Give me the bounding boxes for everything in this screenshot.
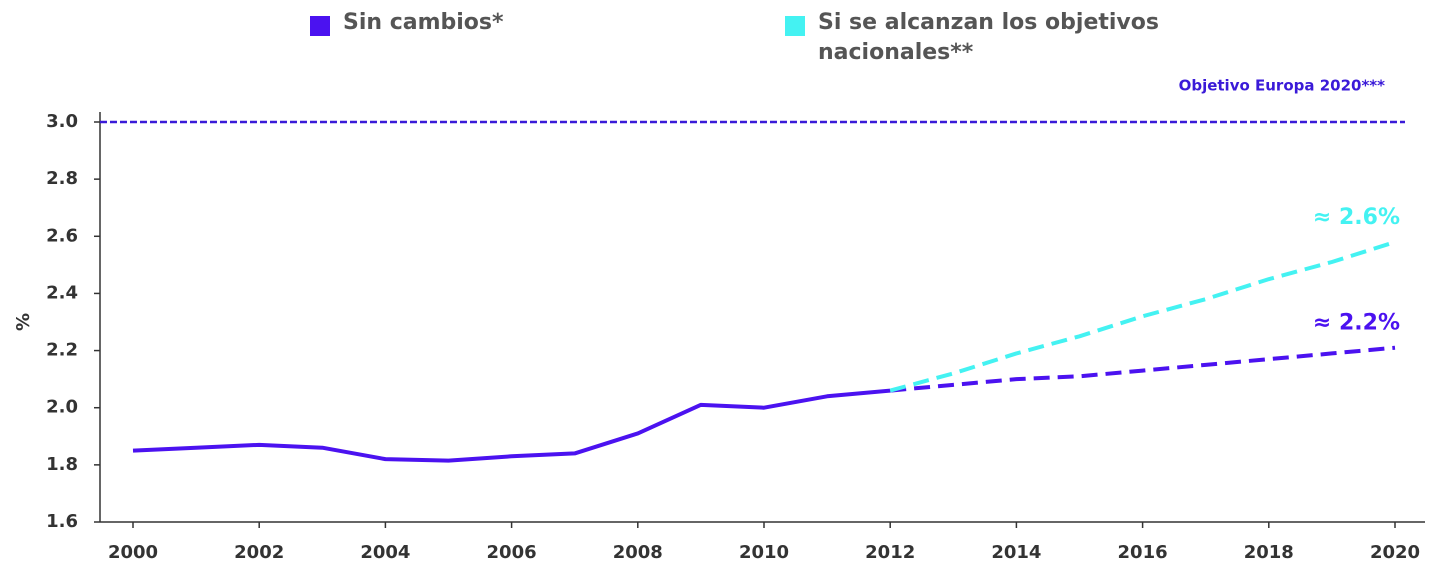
x-tick-label: 2016 [1118, 542, 1168, 563]
y-axis-label: % [13, 313, 34, 331]
end-label: ≈ 2.2% [1313, 311, 1400, 336]
y-tick-label: 1.8 [46, 454, 78, 475]
x-tick-label: 2006 [487, 542, 537, 563]
y-tick-label: 2.0 [46, 397, 78, 418]
x-tick-label: 2020 [1370, 542, 1420, 563]
legend-swatch [785, 16, 805, 36]
legend-swatch [310, 16, 330, 36]
projection-line [890, 345, 1396, 393]
reference-label: Objetivo Europa 2020*** [1179, 77, 1386, 95]
x-tick-label: 2002 [234, 542, 284, 563]
legend-entry: Si se alcanzan los objetivos nacionales*… [818, 10, 1159, 65]
data-line [132, 388, 891, 463]
x-tick-label: 2012 [865, 542, 915, 563]
y-tick-label: 1.6 [46, 511, 78, 532]
x-tick-label: 2018 [1244, 542, 1294, 563]
legend-entry: Sin cambios* [343, 10, 504, 35]
x-tick-label: 2000 [108, 542, 158, 563]
x-tick-label: 2014 [991, 542, 1041, 563]
x-tick-label: 2008 [613, 542, 663, 563]
end-label: ≈ 2.6% [1313, 205, 1400, 230]
legend-label: Sin cambios* [343, 10, 504, 35]
y-tick-label: 2.4 [46, 282, 78, 303]
y-tick-label: 2.8 [46, 168, 78, 189]
y-tick-label: 3.0 [46, 111, 78, 132]
y-tick-label: 2.2 [46, 340, 78, 361]
x-tick-label: 2010 [739, 542, 789, 563]
y-tick-label: 2.6 [46, 225, 78, 246]
legend-label: Si se alcanzan los objetivos nacionales*… [818, 10, 1159, 65]
x-tick-label: 2004 [360, 542, 410, 563]
projection-line [889, 240, 1396, 393]
